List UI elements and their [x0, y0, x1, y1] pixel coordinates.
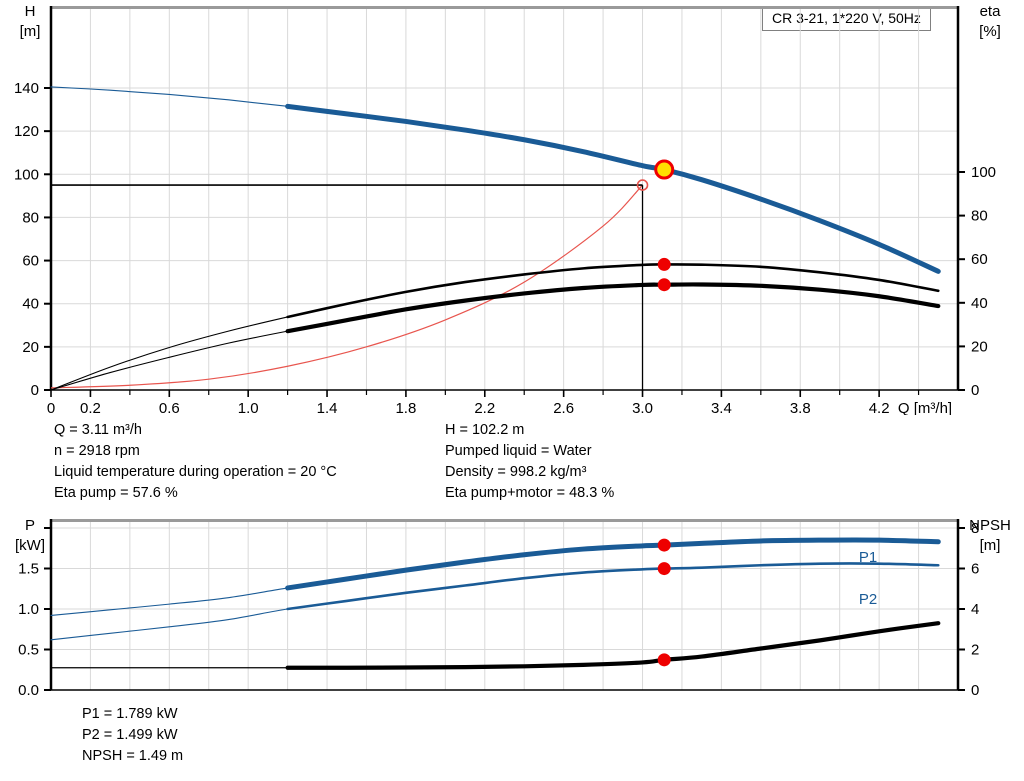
axis-title-q: Q [m³/h] [898, 400, 952, 415]
power-info: P1 = 1.789 kW P2 = 1.499 kW NPSH = 1.49 … [82, 704, 183, 767]
tick-label-h: 60 [22, 253, 39, 270]
axis-title-h: H [25, 3, 36, 20]
tick-label-h: 140 [14, 80, 39, 97]
duty-density: Density = 998.2 kg/m³ [445, 464, 587, 480]
eta-pump-motor-point-marker [657, 278, 671, 292]
duty-eta-pump: Eta pump = 57.6 % [54, 485, 178, 501]
duty-eta-pump-motor: Eta pump+motor = 48.3 % [445, 485, 615, 501]
axis-unit-h: [m] [20, 23, 41, 40]
tick-label-q: 1.0 [238, 400, 259, 415]
duty-info-column-1: Q = 3.11 m³/h n = 2918 rpm Liquid temper… [54, 420, 337, 504]
power-npsh: NPSH = 1.49 m [82, 748, 184, 764]
chart-top-border [51, 519, 958, 522]
tick-label-q: 0 [47, 400, 55, 415]
system-intersection-marker [636, 179, 649, 191]
tick-label-npsh: 6 [971, 561, 979, 578]
tick-label-h: 40 [22, 296, 39, 313]
eta-pump-point-marker [657, 257, 671, 271]
duty-info-column-2: H = 102.2 m Pumped liquid = Water Densit… [445, 420, 614, 504]
tick-label-h: 100 [14, 166, 39, 183]
axis-unit-eta: [%] [979, 23, 1001, 40]
npsh-point-marker [657, 653, 671, 667]
p1-curve [285, 537, 941, 591]
pump-model-title: CR 3-21, 1*220 V, 50Hz [762, 6, 931, 31]
tick-label-eta: 20 [971, 338, 988, 355]
tick-label-eta: 0 [971, 382, 979, 399]
p1-curve-thin [50, 539, 939, 617]
axis-title-p: P [25, 517, 35, 534]
tick-label-h: 20 [22, 339, 39, 356]
tick-label-h: 0 [31, 382, 39, 399]
tick-label-p: 1.0 [18, 601, 39, 618]
npsh-curve-thin [287, 622, 939, 669]
series-label-p1: P1 [859, 549, 877, 566]
series-label-p2: P2 [859, 591, 877, 608]
axis-title-eta: eta [980, 3, 1002, 20]
tick-label-p: 1.5 [18, 561, 39, 578]
tick-label-eta: 100 [971, 164, 996, 181]
power-npsh-chart: 0.0 0.5 1.0 1.5 0 2 4 6 8 P [kW] NPSH [m] P1 P2 [15, 517, 1011, 699]
p2-point-marker [657, 562, 671, 576]
tick-label-q: 3.8 [790, 400, 811, 415]
eta-pump-curve-thin [50, 263, 939, 391]
duty-q: Q = 3.11 m³/h [54, 422, 142, 438]
power-p2: P2 = 1.499 kW [82, 727, 178, 743]
tick-label-eta: 40 [971, 295, 988, 312]
tick-label-eta: 60 [971, 251, 988, 268]
axis-unit-p: [kW] [15, 537, 45, 554]
power-p1: P1 = 1.789 kW [82, 706, 178, 722]
tick-label-q: 2.2 [474, 400, 495, 415]
head-curve-thin [50, 86, 939, 272]
tick-label-p: 0.5 [18, 642, 39, 659]
tick-label-q: 3.4 [711, 400, 732, 415]
duty-n: n = 2918 rpm [54, 443, 140, 459]
npsh-curve [285, 621, 941, 670]
duty-pumped-liquid: Pumped liquid = Water [445, 443, 592, 459]
p2-curve [286, 562, 940, 611]
chart-top-border [51, 6, 958, 9]
tick-label-q: 4.2 [869, 400, 890, 415]
tick-label-npsh: 8 [971, 520, 979, 537]
tick-label-q: 1.4 [317, 400, 338, 415]
tick-label-q: 0.2 [80, 400, 101, 415]
axis-unit-npsh: [m] [980, 537, 1001, 554]
axis-title-npsh: NPSH [969, 517, 1011, 534]
eta-pump-motor-curve [285, 282, 941, 334]
eta-pump-motor-curve-thin [50, 283, 939, 391]
tick-label-npsh: 2 [971, 642, 979, 659]
duty-h: H = 102.2 m [445, 422, 525, 438]
tick-label-q: 1.8 [395, 400, 416, 415]
head-curve [285, 103, 941, 274]
tick-label-npsh: 4 [971, 601, 979, 618]
p2-curve-thin [50, 562, 939, 641]
head-efficiency-chart: 0 20 40 60 80 100 120 140 0 20 40 60 80 100 0 0.2 0.6 1.0… [14, 3, 1002, 415]
duty-point-marker [654, 159, 675, 180]
tick-label-h: 80 [22, 209, 39, 226]
tick-label-q: 3.0 [632, 400, 653, 415]
tick-label-q: 0.6 [159, 400, 180, 415]
p1-point-marker [657, 538, 671, 552]
tick-label-npsh: 0 [971, 682, 979, 699]
tick-label-p: 0.0 [18, 682, 39, 699]
system-curve [50, 184, 643, 389]
tick-label-eta: 80 [971, 208, 988, 225]
duty-liquid-temp: Liquid temperature during operation = 20… [54, 464, 337, 480]
tick-label-h: 120 [14, 123, 39, 140]
tick-label-q: 2.6 [553, 400, 574, 415]
